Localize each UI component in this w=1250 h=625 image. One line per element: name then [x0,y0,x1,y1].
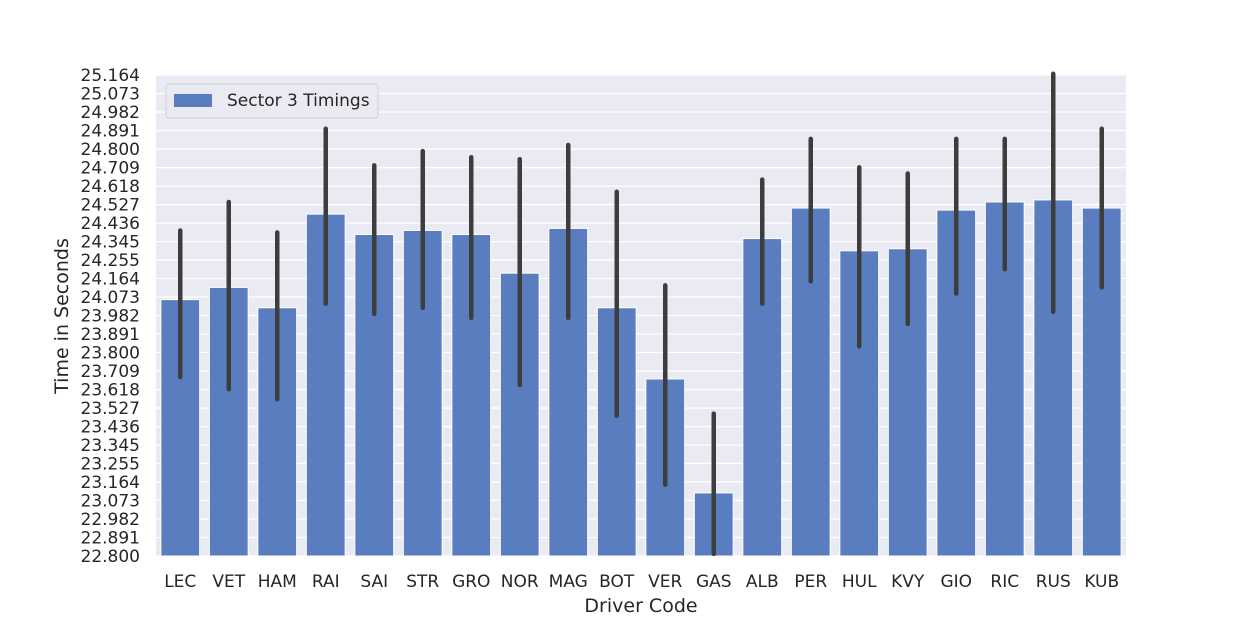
y-tick-label: 24.891 [81,122,140,142]
y-tick-label: 25.073 [81,85,140,105]
y-axis-label: Time in Seconds [51,238,73,395]
y-tick-label: 24.345 [81,233,140,253]
y-tick-label: 23.982 [81,307,140,327]
x-tick-label: PER [794,572,827,592]
x-tick-label: HAM [258,572,297,592]
x-tick-label: RAI [312,572,340,592]
y-tick-label: 23.164 [81,473,140,493]
y-tick-label: 23.345 [81,436,140,456]
x-tick-label: SAI [360,572,388,592]
legend-box [165,83,379,119]
x-tick-label: RUS [1036,572,1071,592]
y-tick-label: 24.709 [81,159,140,179]
y-tick-label: 23.891 [81,325,140,345]
x-tick-label: KUB [1084,572,1119,592]
y-tick-label: 23.527 [81,399,140,419]
y-tick-label: 22.982 [81,510,140,530]
y-tick-label: 24.982 [81,103,140,123]
x-axis-label: Driver Code [584,595,697,617]
legend: Sector 3 Timings [165,83,379,119]
y-tick-label: 24.618 [81,177,140,197]
y-tick-label: 24.527 [81,196,140,216]
legend-entry: Sector 3 Timings [227,91,370,111]
x-tick-label: RIC [990,572,1019,592]
error-bars [178,71,1104,557]
x-tick-label: NOR [501,572,539,592]
x-tick-label: VER [648,572,682,592]
x-tick-label: STR [406,572,439,592]
y-tick-label: 24.436 [81,214,140,234]
y-tick-label: 23.255 [81,454,140,474]
x-tick-label: GIO [940,572,972,592]
y-tick-label: 23.709 [81,362,140,382]
y-tick-label: 23.800 [81,344,140,364]
y-tick-label: 23.436 [81,418,140,438]
y-tick-label: 24.073 [81,288,140,308]
legend-swatch [174,94,212,107]
x-tick-label: BOT [599,572,635,592]
x-tick-label: VET [212,572,245,592]
y-tick-label: 24.164 [81,269,140,289]
y-tick-labels: 22.80022.89122.98223.07323.16423.25523.3… [81,66,140,567]
y-tick-label: 23.618 [81,381,140,401]
y-tick-label: 23.073 [81,491,140,511]
x-tick-label: GAS [696,572,732,592]
x-tick-label: MAG [549,572,588,592]
y-tick-label: 24.800 [81,140,140,160]
x-tick-label: GRO [452,572,490,592]
y-tick-label: 25.164 [81,66,140,86]
y-tick-label: 22.891 [81,528,140,548]
y-tick-label: 22.800 [81,547,140,567]
x-tick-label: KVY [891,572,925,592]
x-tick-label: ALB [746,572,779,592]
y-tick-label: 24.255 [81,251,140,271]
x-tick-label: HUL [842,572,877,592]
x-tick-labels: LEC VET HAM RAI SAI STR GRO NOR MAG BOT VER GAS ALB P… [164,572,1119,592]
x-tick-label: LEC [164,572,196,592]
